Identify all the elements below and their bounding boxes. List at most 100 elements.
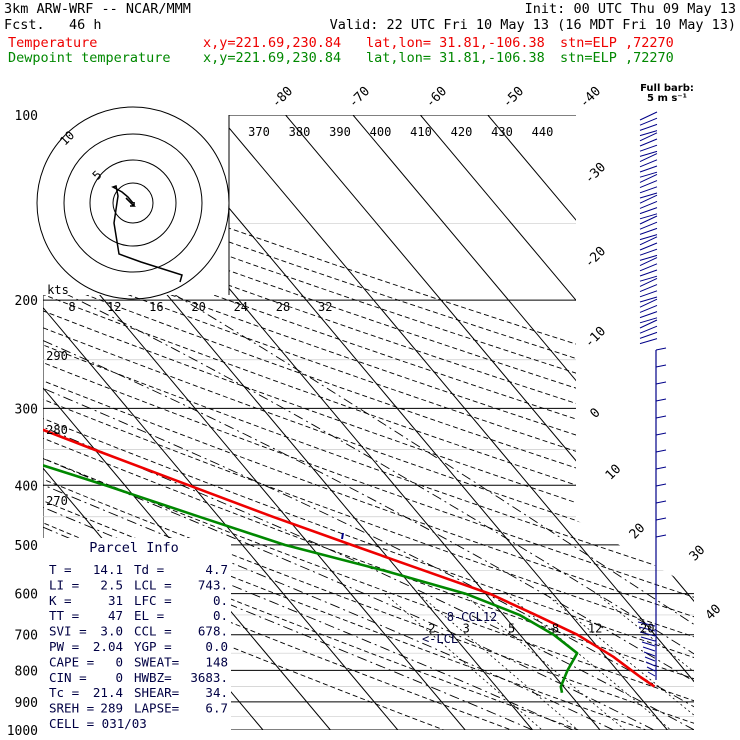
parcel-key: EL = xyxy=(134,608,164,623)
hodograph-speed-label: 8 xyxy=(68,300,75,314)
sounding-traces xyxy=(43,115,656,694)
wind-barb xyxy=(639,248,658,256)
theta-label: 370 xyxy=(248,125,270,139)
wind-barb xyxy=(639,180,658,189)
wind-barb xyxy=(639,290,658,298)
parcel-value: 14.1 xyxy=(93,562,123,577)
parcel-key: LAPSE= xyxy=(134,701,179,716)
wind-barb xyxy=(639,123,658,131)
wind-barb xyxy=(639,213,658,220)
parcel-value: 0 xyxy=(115,654,123,669)
parcel-value: 0.0 xyxy=(205,639,228,654)
theta-label: 380 xyxy=(289,125,311,139)
hodograph-ring xyxy=(63,133,203,273)
moist-adiabat xyxy=(43,222,614,730)
isotherm-label-top: -40 xyxy=(577,84,604,111)
parcel-key: K = xyxy=(49,593,72,608)
wind-barb xyxy=(639,144,658,152)
parcel-key: CIN = xyxy=(49,670,87,685)
wind-barb xyxy=(639,194,658,204)
wind-barb xyxy=(639,304,658,313)
hodograph-speed-label: 24 xyxy=(234,300,248,314)
parcel-key: SHEAR= xyxy=(134,685,179,700)
hodograph-arrow-icon xyxy=(125,197,136,207)
parcel-value: 148 xyxy=(205,654,228,669)
wind-barb xyxy=(639,325,658,334)
dry-adiabat xyxy=(43,115,694,730)
temperature-trace xyxy=(43,115,656,688)
theta-label-left: 290 xyxy=(46,349,68,363)
hodograph-speed-label: 20 xyxy=(191,300,205,314)
wind-barb xyxy=(646,666,656,672)
hodograph-speed-label: 12 xyxy=(107,300,121,314)
pressure-label-500: 500 xyxy=(15,539,38,554)
isotherm-label-right: 40 xyxy=(703,602,725,624)
isotherm xyxy=(217,115,694,730)
init-time: Init: 00 UTC Thu 09 May 13 xyxy=(524,1,736,17)
parcel-key: CAPE = xyxy=(49,654,94,669)
wind-barb xyxy=(639,311,658,319)
isotherm xyxy=(43,115,399,730)
pressure-label-1000: 1000 xyxy=(7,724,38,739)
isotherm xyxy=(43,115,466,730)
pressure-label-600: 600 xyxy=(15,588,38,603)
hodograph-units-label: kts xyxy=(47,283,69,297)
wind-barb xyxy=(655,347,667,351)
barb-legend-value: 5 m s⁻¹ xyxy=(647,93,687,104)
isotherm-label-right: -30 xyxy=(582,160,609,187)
trace-marker xyxy=(341,532,344,540)
mixing-ratio-label: 20 xyxy=(640,622,654,636)
wind-barb xyxy=(639,319,658,329)
dry-adiabat xyxy=(43,115,694,730)
parcel-key: HWBZ= xyxy=(134,670,172,685)
hodograph-speed-label: 32 xyxy=(318,300,332,314)
wind-barb xyxy=(639,111,658,121)
theta-label-left: 270 xyxy=(46,494,68,508)
hodograph-box xyxy=(43,115,229,295)
isotherm xyxy=(487,115,694,730)
pressure-label-800: 800 xyxy=(15,664,38,679)
mixing-ratio-label: 2 xyxy=(428,622,435,636)
wind-barb xyxy=(639,132,658,142)
parcel-cell: CELL = 031/03 xyxy=(49,716,147,731)
temperature-station: stn=ELP ,72270 xyxy=(560,35,674,51)
isotherm-label-top: -60 xyxy=(423,84,450,111)
pressure-label-700: 700 xyxy=(15,629,38,644)
parcel-key: PW = xyxy=(49,639,79,654)
parcel-key: SVI = xyxy=(49,624,87,639)
dry-adiabat xyxy=(43,115,694,730)
parcel-box-bg xyxy=(43,538,231,730)
parcel-info-panel: Parcel Info T = 14.1 Td = 4.7 LI = 2.5 LCL = 743… xyxy=(49,540,228,731)
wind-barb xyxy=(645,661,656,667)
forecast-hour: Fcst. 46 h xyxy=(4,17,102,33)
wind-barb xyxy=(639,317,658,324)
dewpoint-latlon: lat,lon= 31.81,-106.38 xyxy=(366,50,545,66)
wind-barb xyxy=(655,432,667,436)
wind-barb xyxy=(655,381,667,385)
wind-barb xyxy=(655,483,667,487)
wind-barb xyxy=(644,656,656,662)
moist-adiabat xyxy=(43,222,574,730)
dry-adiabat xyxy=(43,115,694,730)
wind-barb xyxy=(639,138,658,147)
parcel-value: 743. xyxy=(198,577,228,592)
parcel-value: 678. xyxy=(198,624,228,639)
moist-adiabat xyxy=(43,222,694,730)
dry-adiabat xyxy=(43,115,694,730)
wind-barb xyxy=(639,192,658,199)
dry-adiabat xyxy=(43,115,694,730)
pressure-label-200: 200 xyxy=(15,294,38,309)
wind-barb xyxy=(655,500,667,504)
isotherm-label-top: -70 xyxy=(346,84,373,111)
wind-barb xyxy=(638,626,656,632)
moist-adiabat xyxy=(43,222,694,730)
wind-barb xyxy=(639,165,658,173)
barb-legend: Full barb: 5 m s⁻¹ xyxy=(637,84,697,104)
wind-barb xyxy=(655,415,667,419)
theta-label: 430 xyxy=(491,125,513,139)
dewpoint-xy: x,y=221.69,230.84 xyxy=(203,50,342,66)
temperature-xy: x,y=221.69,230.84 xyxy=(203,35,342,51)
parcel-value: 0. xyxy=(213,608,228,623)
wind-barb xyxy=(639,331,658,339)
theta-label: 410 xyxy=(410,125,432,139)
